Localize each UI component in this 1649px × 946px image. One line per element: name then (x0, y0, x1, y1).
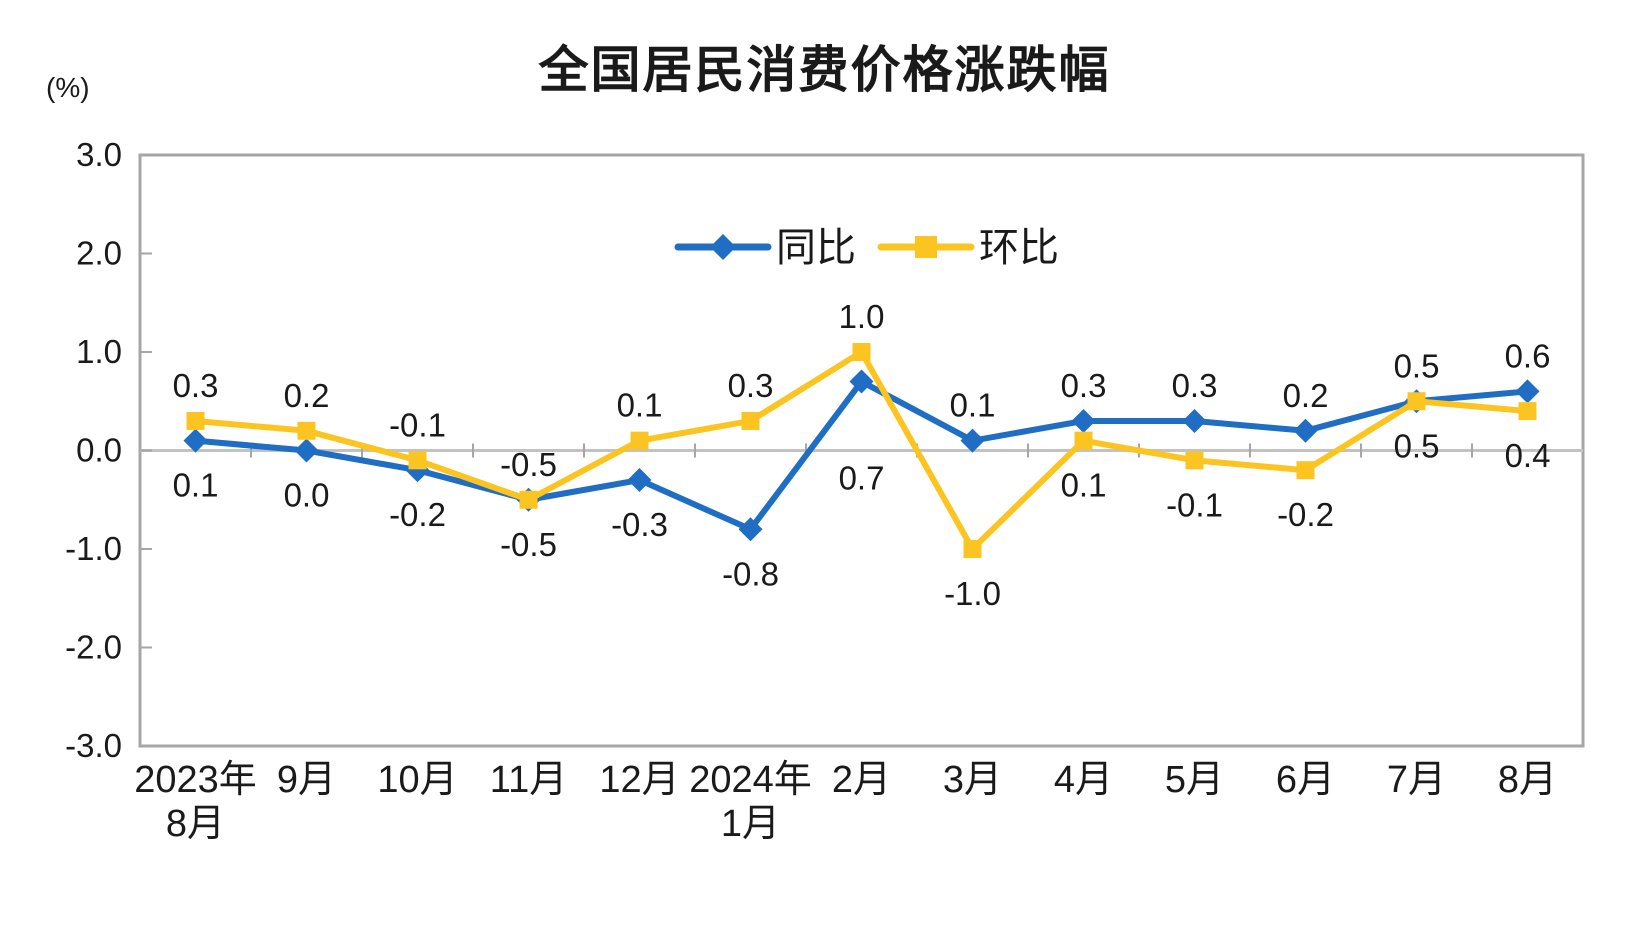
x-axis-tick-label: 9月 (277, 759, 336, 801)
x-axis-tick-label: 7月 (1387, 759, 1446, 801)
legend-marker-diamond-yoy (710, 234, 736, 260)
data-label-mom: 0.2 (284, 377, 330, 414)
data-label-yoy: 0.3 (1061, 367, 1107, 404)
data-label-yoy: -0.5 (500, 526, 557, 563)
legend-label-mom: 环比 (979, 226, 1059, 270)
marker-square-mom (519, 490, 538, 509)
data-label-mom: -0.2 (1277, 496, 1334, 533)
x-axis-tick-label: 10月 (377, 759, 457, 801)
data-label-yoy: 0.0 (284, 477, 330, 514)
marker-diamond-yoy (183, 428, 208, 453)
x-axis-tick-label: 1月 (721, 803, 780, 845)
x-axis-tick-label: 2月 (832, 759, 891, 801)
marker-square-mom (1518, 402, 1537, 421)
data-label-mom: -0.1 (389, 406, 446, 443)
y-axis-tick-label: 1.0 (76, 333, 122, 370)
marker-diamond-yoy (960, 428, 985, 453)
data-label-mom: 0.5 (1394, 427, 1440, 464)
marker-square-mom (963, 540, 982, 558)
x-axis-tick-label: 12月 (599, 759, 679, 801)
y-axis-tick-label: 3.0 (76, 136, 122, 173)
marker-diamond-yoy (294, 438, 319, 463)
data-label-mom: -0.1 (1166, 486, 1223, 523)
data-label-mom: 0.3 (728, 367, 774, 404)
legend-marker-square-mom (915, 236, 937, 258)
data-label-mom: -0.5 (500, 446, 557, 483)
data-label-yoy: 0.2 (1283, 377, 1329, 414)
marker-diamond-yoy (1182, 408, 1207, 433)
marker-diamond-yoy (1071, 408, 1096, 433)
data-label-mom: 0.4 (1505, 437, 1551, 474)
data-label-yoy: 0.1 (950, 387, 996, 424)
marker-square-mom (630, 431, 649, 450)
y-axis-tick-label: -2.0 (65, 629, 122, 666)
marker-square-mom (408, 451, 427, 470)
marker-square-mom (1296, 461, 1315, 480)
x-axis-tick-label: 3月 (943, 759, 1002, 801)
data-label-mom: 1.0 (839, 298, 885, 335)
x-axis-tick-label: 2023年 (134, 759, 257, 801)
x-axis-tick-label: 4月 (1054, 759, 1113, 801)
marker-square-mom (297, 421, 316, 440)
marker-square-mom (1185, 451, 1204, 470)
chart-title: 全国居民消费价格涨跌幅 (538, 42, 1111, 98)
marker-diamond-yoy (627, 468, 652, 493)
marker-square-mom (852, 343, 871, 361)
marker-diamond-yoy (849, 369, 874, 394)
y-axis-unit-label: (%) (46, 72, 90, 103)
x-axis-tick-label: 5月 (1165, 759, 1224, 801)
marker-diamond-yoy (1293, 418, 1318, 443)
data-label-yoy: 0.1 (173, 467, 219, 504)
marker-square-mom (1407, 392, 1426, 411)
y-axis-tick-label: -1.0 (65, 530, 122, 567)
marker-diamond-yoy (738, 517, 763, 542)
y-axis-tick-label: -3.0 (65, 727, 122, 764)
marker-square-mom (1074, 431, 1093, 450)
data-label-mom: 0.3 (173, 367, 219, 404)
data-label-mom: 0.1 (1061, 467, 1107, 504)
marker-square-mom (741, 411, 760, 430)
data-label-yoy: -0.8 (722, 555, 779, 592)
data-label-mom: -1.0 (944, 575, 1001, 612)
data-label-yoy: 0.5 (1394, 347, 1440, 384)
legend-label-yoy: 同比 (776, 226, 856, 270)
marker-diamond-yoy (1515, 379, 1540, 404)
data-label-mom: 0.1 (617, 387, 663, 424)
x-axis-tick-label: 8月 (166, 803, 225, 845)
marker-square-mom (186, 411, 205, 430)
y-axis-tick-label: 0.0 (76, 432, 122, 469)
x-axis-tick-label: 2024年 (689, 759, 812, 801)
x-axis-tick-label: 11月 (490, 759, 567, 801)
data-label-yoy: 0.3 (1172, 367, 1218, 404)
data-label-yoy: -0.3 (611, 506, 668, 543)
y-axis-tick-label: 2.0 (76, 235, 122, 272)
x-axis-tick-label: 8月 (1498, 759, 1557, 801)
x-axis-tick-label: 6月 (1276, 759, 1335, 801)
data-label-yoy: 0.6 (1505, 337, 1551, 374)
data-label-yoy: -0.2 (389, 496, 446, 533)
data-label-yoy: 0.7 (839, 460, 885, 497)
